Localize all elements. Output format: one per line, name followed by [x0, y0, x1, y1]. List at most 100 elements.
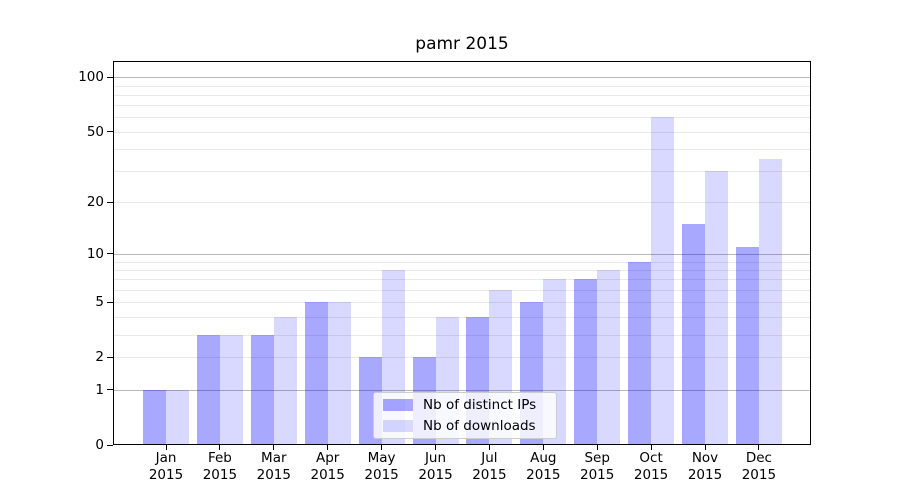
legend: Nb of distinct IPs Nb of downloads [373, 392, 557, 439]
y-axis-tick [107, 389, 113, 391]
bar-distinct-ips-mar [250, 334, 274, 444]
x-axis-tick-label: Jun 2015 [404, 450, 468, 484]
y-axis-tick-label: 20 [86, 194, 104, 211]
y-axis-tick-label: 100 [78, 69, 104, 86]
x-axis-tick-label-line: 2015 [580, 467, 615, 483]
legend-item-distinct-ips: Nb of distinct IPs [383, 397, 547, 413]
x-axis-tick-label-line: Oct [639, 450, 663, 466]
y-axis-tick [107, 201, 113, 203]
x-axis-tick-label-line: Jul [481, 450, 498, 466]
y-axis-tick [107, 301, 113, 303]
bar-distinct-ips-jan [143, 389, 166, 444]
x-axis-tick-label: May 2015 [350, 450, 414, 484]
x-axis-tick [273, 445, 275, 450]
x-axis-tick-label-line: 2015 [310, 467, 345, 483]
bar-downloads-mar [273, 316, 297, 444]
bar-downloads-oct [651, 117, 675, 444]
x-axis-tick-label: Oct 2015 [619, 450, 683, 484]
bar-distinct-ips-nov [682, 224, 705, 444]
x-axis-tick-label-line: 2015 [526, 467, 561, 483]
x-axis-tick-label-line: Nov [691, 450, 719, 466]
y-axis-tick-label: 1 [95, 381, 104, 398]
x-axis-tick-label: Jul 2015 [457, 450, 521, 484]
x-axis-tick-label-line: May [367, 450, 396, 466]
x-axis-tick [219, 445, 221, 450]
legend-swatch-distinct-ips [383, 399, 413, 411]
major-gridline [114, 389, 810, 391]
x-axis-tick-label-line: Jun [424, 450, 447, 466]
minor-gridline [114, 117, 810, 119]
bar-distinct-ips-oct [628, 261, 652, 444]
y-axis-tick [107, 444, 113, 446]
bar-downloads-sep [597, 269, 621, 444]
x-axis-tick-label-line: Mar [261, 450, 287, 466]
x-axis-tick [704, 445, 706, 450]
minor-gridline [114, 149, 810, 151]
x-axis-tick-label-line: 2015 [687, 467, 723, 483]
minor-gridline [114, 85, 810, 87]
x-axis-tick-label: Jan 2015 [134, 450, 198, 484]
x-axis-tick-label: Feb 2015 [188, 450, 252, 484]
bar-distinct-ips-apr [304, 302, 328, 444]
x-axis-tick-label-line: 2015 [633, 467, 669, 483]
y-axis-tick [107, 253, 113, 255]
x-axis-tick-label-line: Feb [207, 450, 232, 466]
x-axis-tick-label-line: 2015 [256, 467, 291, 483]
bar-distinct-ips-dec [735, 246, 759, 444]
bar-downloads-dec [758, 159, 782, 444]
minor-gridline [114, 261, 810, 263]
x-axis-tick-label: Apr 2015 [296, 450, 360, 484]
x-axis-tick-label-line: 2015 [364, 467, 399, 483]
minor-gridline [114, 289, 810, 291]
bar-distinct-ips-feb [196, 334, 220, 444]
x-axis-tick-label: Aug 2015 [511, 450, 575, 484]
x-axis-tick-label: Nov 2015 [673, 450, 737, 484]
x-axis-tick [435, 445, 436, 450]
minor-gridline [114, 302, 810, 304]
y-axis-tick-label: 10 [86, 245, 104, 262]
x-axis-tick-label-line: Aug [530, 450, 557, 466]
y-axis-tick-label: 0 [95, 437, 104, 453]
x-axis-tick-label: Mar 2015 [242, 450, 306, 484]
x-axis-tick [596, 445, 598, 450]
minor-gridline [114, 94, 810, 96]
legend-label-distinct-ips: Nb of distinct IPs [423, 397, 537, 413]
major-gridline [114, 77, 810, 79]
y-axis-tick-label: 2 [95, 349, 104, 366]
legend-item-downloads: Nb of downloads [383, 418, 547, 434]
y-axis-tick-label: 50 [86, 123, 104, 140]
legend-label-downloads: Nb of downloads [423, 418, 536, 434]
bar-distinct-ips-sep [574, 279, 598, 444]
x-axis-tick [165, 445, 167, 450]
minor-gridline [114, 202, 810, 204]
x-axis-tick-label-line: 2015 [148, 467, 184, 483]
minor-gridline [114, 316, 810, 318]
y-axis-tick [107, 76, 113, 78]
bar-downloads-apr [327, 302, 351, 444]
minor-gridline [114, 357, 810, 359]
x-axis-tick-label: Dec 2015 [727, 450, 791, 484]
x-axis-tick-label-line: 2015 [472, 467, 507, 483]
bar-downloads-feb [219, 334, 243, 444]
x-axis-tick-label: Sep 2015 [565, 450, 629, 484]
x-axis-tick [381, 445, 383, 450]
chart-title: pamr 2015 [415, 34, 509, 54]
y-axis-tick [107, 356, 113, 358]
x-axis-tick-label-line: Jan [155, 450, 177, 466]
x-axis-tick-label-line: Sep [584, 450, 610, 466]
x-axis-tick [488, 445, 490, 450]
x-axis-tick-label-line: 2015 [202, 467, 238, 483]
major-gridline [114, 253, 810, 255]
minor-gridline [114, 171, 810, 173]
x-axis-tick [758, 445, 760, 450]
x-axis-tick [542, 445, 544, 450]
x-axis-tick-label-line: Dec [745, 450, 772, 466]
x-axis-tick [327, 445, 329, 450]
minor-gridline [114, 131, 810, 133]
y-axis-tick [107, 131, 113, 133]
minor-gridline [114, 105, 810, 107]
minor-gridline [114, 334, 810, 336]
minor-gridline [114, 279, 810, 281]
y-axis-tick-label: 5 [95, 294, 104, 311]
